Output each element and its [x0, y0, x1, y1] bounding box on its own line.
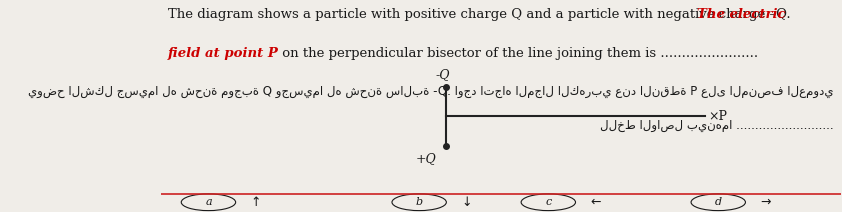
Text: ×P: ×P: [708, 110, 727, 123]
Text: +Q: +Q: [416, 152, 436, 165]
Text: a: a: [205, 197, 211, 207]
Text: on the perpendicular bisector of the line joining them is ......................: on the perpendicular bisector of the lin…: [279, 47, 759, 60]
Text: d: d: [715, 197, 722, 207]
Text: ←: ←: [590, 196, 601, 209]
Text: b: b: [416, 197, 423, 207]
Text: The diagram shows a particle with positive charge Q and a particle with negative: The diagram shows a particle with positi…: [168, 8, 791, 21]
Text: للخط الواصل بينهما ..........................: للخط الواصل بينهما .....................…: [600, 119, 834, 132]
Text: The electric: The electric: [696, 8, 785, 21]
Text: -Q: -Q: [435, 68, 450, 81]
Text: c: c: [546, 197, 552, 207]
Text: ↑: ↑: [251, 196, 261, 209]
Text: يوضح الشكل جسيما له شحنة موجبة Q وجسيما له شحنة سالبة -Q. اوجد اتجاه المجال الكه: يوضح الشكل جسيما له شحنة موجبة Q وجسيما …: [29, 85, 834, 98]
Text: field at point P: field at point P: [168, 47, 279, 60]
Text: ↓: ↓: [461, 196, 472, 209]
Text: →: →: [760, 196, 771, 209]
